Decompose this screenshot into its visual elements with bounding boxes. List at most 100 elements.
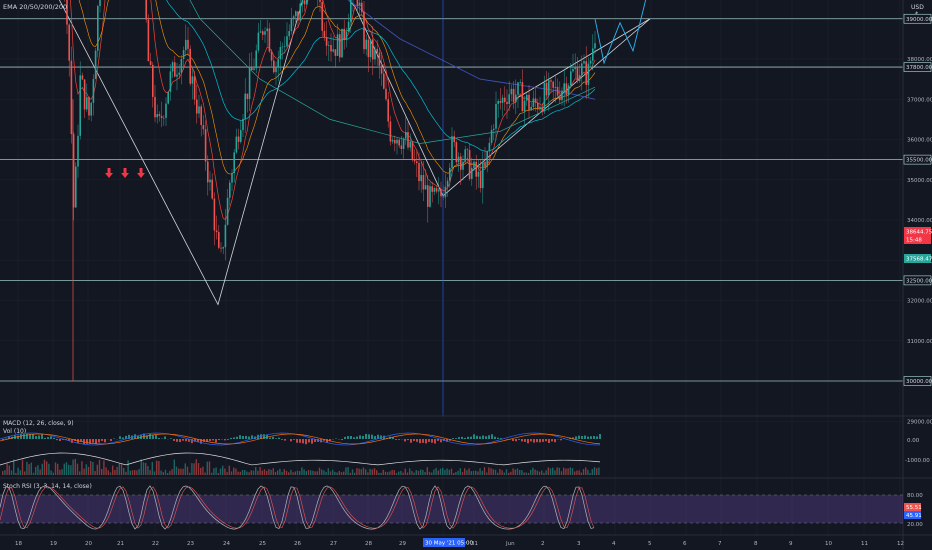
level-label-box-6 — [903, 275, 932, 286]
macd-bar — [515, 439, 517, 442]
macd-bar — [572, 437, 574, 439]
macd-bar — [44, 437, 46, 439]
volume-bar — [327, 468, 329, 475]
volume-bar — [237, 471, 239, 475]
candle-body — [574, 66, 576, 70]
volume-bar — [292, 472, 294, 475]
stoch-k-line — [0, 485, 595, 530]
volume-bar — [424, 472, 426, 475]
volume-bar — [37, 465, 39, 475]
volume-bar — [420, 469, 422, 475]
macd-bar — [251, 435, 253, 439]
volume-bar — [79, 471, 81, 475]
volume-bar — [582, 469, 585, 475]
volume-bar — [74, 458, 76, 475]
time-tick-3: 21 — [117, 541, 124, 547]
price-tick-5: 35000.00 — [907, 178, 932, 184]
volume-bar — [576, 470, 578, 475]
volume-bar — [365, 469, 367, 475]
macd-bar — [359, 435, 361, 439]
candle-body — [594, 43, 596, 49]
time-cursor-label: 30 May '21 05:00 — [425, 541, 473, 547]
volume-bar — [156, 460, 158, 475]
candle-body — [501, 97, 504, 103]
volume-bar — [285, 470, 288, 475]
candle-body — [295, 11, 297, 17]
volume-bar — [46, 461, 48, 475]
volume-bar — [215, 467, 217, 475]
candle-body — [495, 103, 497, 129]
macd-bar — [419, 439, 421, 444]
volume-bar — [442, 467, 444, 475]
candle-body — [561, 90, 563, 101]
candle-body — [402, 138, 405, 149]
volume-bar — [343, 471, 345, 475]
arrow-down-icon — [137, 173, 145, 178]
volume-bar — [426, 467, 428, 475]
macd-bar — [368, 434, 370, 439]
macd-bar — [59, 439, 61, 442]
volume-bar — [72, 459, 74, 475]
macd-bar — [260, 434, 262, 439]
price-badge-text-0: 38644.75 — [906, 230, 932, 236]
candle-body — [367, 39, 370, 58]
macd-bar — [530, 439, 532, 442]
candle-body — [482, 162, 484, 189]
volume-bars — [2, 458, 600, 475]
time-tick-1: 19 — [50, 541, 57, 547]
candle-body — [218, 232, 220, 248]
volume-bar — [63, 463, 65, 475]
candle-body — [284, 46, 286, 47]
macd-bar — [548, 439, 550, 444]
volume-bar — [367, 472, 369, 475]
volume-bar — [85, 464, 87, 475]
time-axis[interactable]: 18 19 20 21 22 23 24 25 26 27 28 29 30 May '21 05:00… — [15, 538, 904, 547]
volume-bar — [461, 472, 464, 475]
volume-bar — [279, 468, 281, 475]
candle-body — [460, 156, 462, 170]
candle-body — [92, 79, 95, 103]
candle-body — [299, 3, 301, 21]
time-tick-5: 23 — [187, 541, 194, 547]
candle-body — [431, 186, 433, 192]
candle-body — [416, 161, 418, 164]
stoch-rsi-pane[interactable]: Stoch RSI (3, 3, 14, 14, close) 80.00 55… — [0, 483, 923, 530]
candle-body — [369, 39, 372, 58]
volume-bar — [455, 471, 457, 475]
volume-bar — [345, 467, 347, 475]
volume-bar — [494, 469, 497, 475]
candle-body — [413, 159, 416, 162]
macd-bar — [590, 436, 592, 439]
price-pane[interactable] — [0, 0, 903, 382]
candle-body — [204, 129, 207, 162]
volume-bar — [547, 467, 549, 475]
candle-body — [281, 46, 284, 48]
macd-bar — [212, 439, 214, 441]
candle-body — [99, 0, 101, 6]
time-tick-16: 3 — [577, 541, 581, 547]
volume-bar — [107, 470, 109, 475]
candle-body — [497, 100, 499, 104]
candle-body — [242, 118, 244, 131]
macd-bar — [362, 435, 364, 439]
macd-bar — [551, 439, 553, 442]
volume-bar — [527, 472, 530, 475]
macd-bar — [356, 436, 358, 439]
candle-body — [152, 64, 154, 97]
volume-bar — [217, 472, 219, 475]
volume-bar — [153, 471, 156, 475]
candle-body — [457, 156, 460, 163]
macd-bar — [218, 439, 220, 441]
candle-body — [583, 61, 585, 64]
macd-bar — [596, 436, 598, 439]
volume-bar — [17, 467, 19, 475]
macd-pane[interactable]: MACD (12, 26, close, 9) Vol (10) 0.00 -1… — [0, 420, 930, 475]
volume-bar — [389, 471, 391, 475]
ema-200-line — [166, 0, 596, 152]
volume-bar — [178, 468, 180, 475]
candle-body — [145, 0, 147, 20]
volume-bar — [189, 472, 191, 475]
candle-body — [455, 142, 458, 163]
volume-bar — [503, 472, 505, 475]
